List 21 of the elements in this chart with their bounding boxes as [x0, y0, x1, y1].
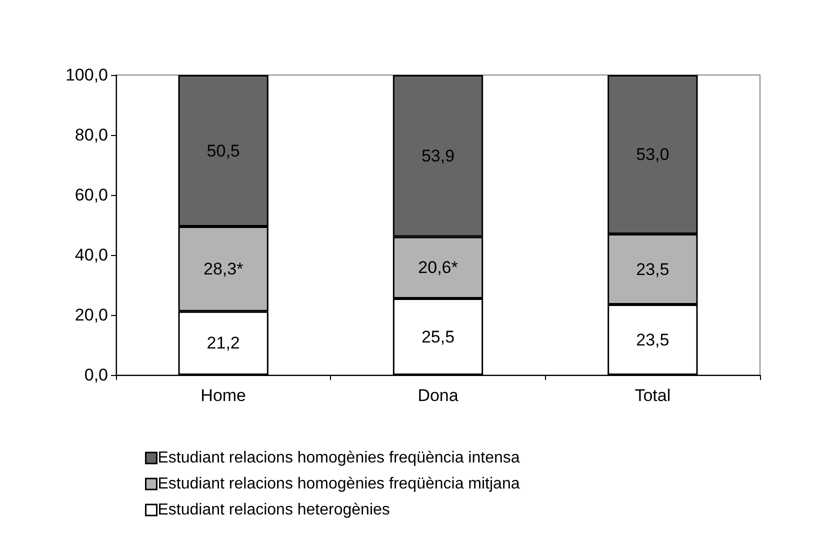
data-label: 28,3*	[203, 259, 244, 278]
x-tick-label: Total	[634, 386, 671, 405]
y-tick-label: 40,0	[74, 246, 108, 264]
legend-label: Estudiant relacions homogènies freqüència mitjana	[158, 476, 520, 492]
legend-label: Estudiant relacions homogènies freqüència intensa	[158, 450, 520, 466]
data-label: 53,9	[421, 146, 455, 166]
y-tick-label: 20,0	[74, 306, 108, 324]
data-label: 23,5	[636, 260, 670, 279]
y-tick-label: 60,0	[74, 186, 108, 204]
y-tick-label: 80,0	[74, 126, 108, 144]
data-label: 25,5	[421, 327, 455, 346]
legend-label: Estudiant relacions heterogènies	[158, 502, 390, 518]
data-label: 23,5	[636, 330, 670, 350]
data-label: 20,6*	[418, 258, 458, 278]
data-label: 50,5	[206, 141, 240, 160]
data-label: 53,0	[636, 145, 670, 164]
y-tick-label: 100,0	[65, 66, 108, 84]
y-tick-label: 0,0	[84, 366, 108, 384]
data-label: 21,2	[206, 334, 240, 353]
x-tick-label: Home	[200, 386, 246, 405]
x-tick-label: Dona	[418, 386, 459, 405]
